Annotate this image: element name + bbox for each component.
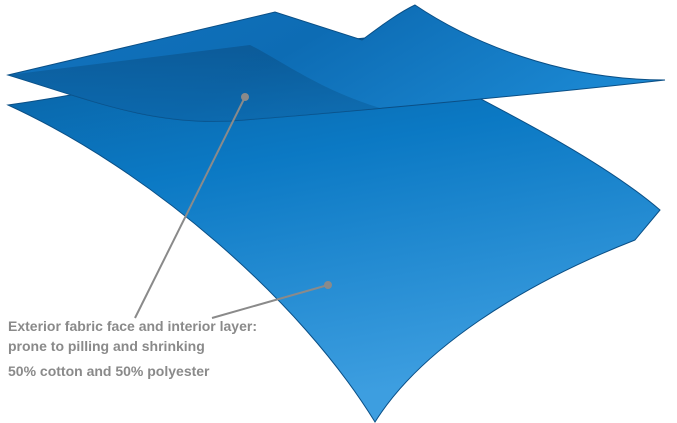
label-line: prone to pilling and shrinking (8, 338, 205, 354)
leader-line (211, 284, 329, 319)
leader-line (134, 96, 246, 319)
label-line: 50% cotton and 50% polyester (8, 363, 210, 379)
leader-dot (324, 281, 332, 289)
top-sheet-underside (8, 45, 380, 122)
leader-dot (241, 93, 249, 101)
label-line: Exterior fabric face and interior layer: (8, 318, 257, 334)
